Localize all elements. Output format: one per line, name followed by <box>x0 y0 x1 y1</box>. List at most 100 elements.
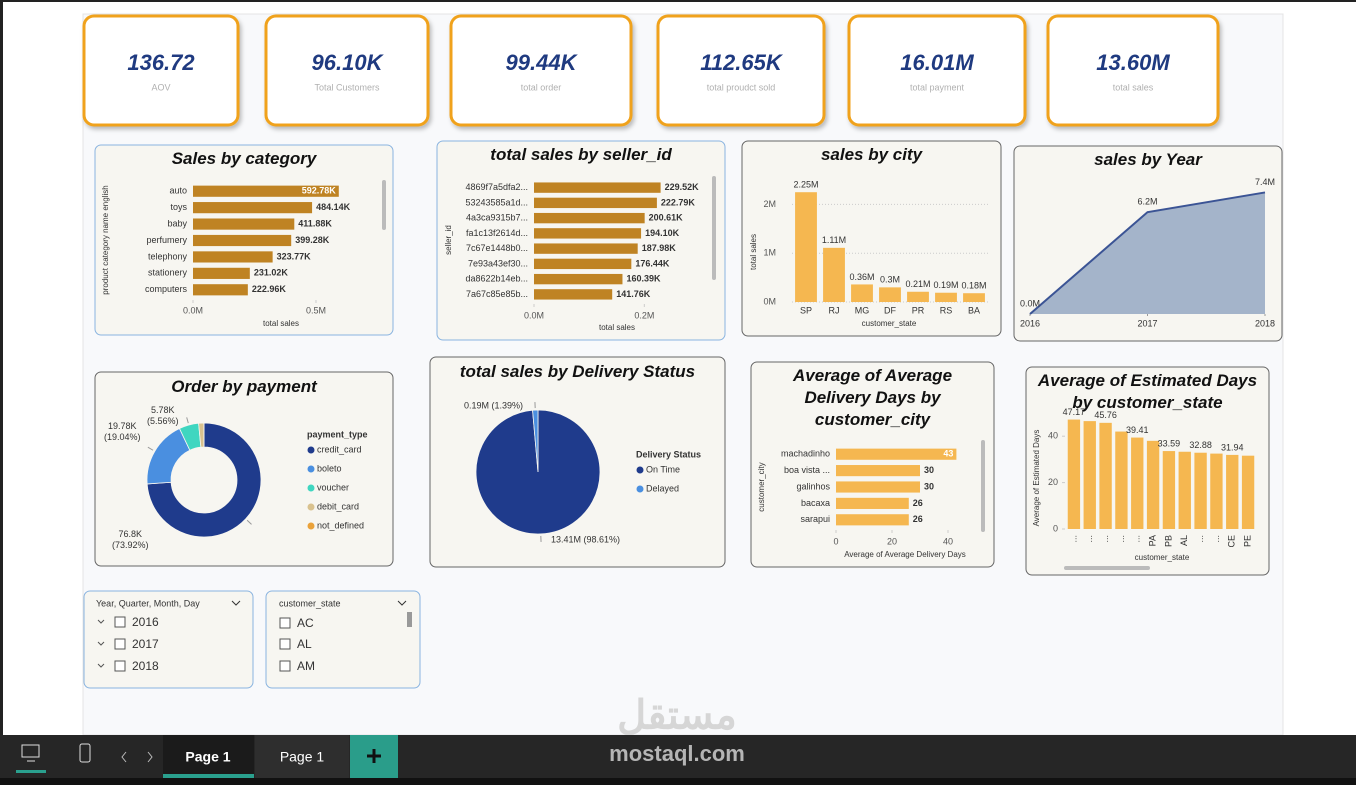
x-tick-label: CE <box>1227 535 1237 548</box>
kpi-value: 136.72 <box>127 50 195 75</box>
x-tick-label: ... <box>1211 535 1221 543</box>
y-axis-title: product category name english <box>101 185 110 294</box>
x-tick-label: PB <box>1163 535 1173 547</box>
slicer-item[interactable]: 2017 <box>132 637 159 651</box>
x-tick-label: PE <box>1242 535 1252 547</box>
data-label: 26 <box>913 498 923 508</box>
panel <box>741 140 1002 337</box>
y-tick-label: 0M <box>763 296 776 306</box>
bar <box>1131 437 1144 529</box>
x-tick-label: 2016 <box>1020 318 1040 328</box>
bar <box>907 291 929 302</box>
kpi-label: total order <box>521 82 562 92</box>
chevron[interactable] <box>231 600 241 606</box>
data-label: 6.2M <box>1137 197 1157 207</box>
bar <box>836 514 909 526</box>
kpi-card <box>1046 14 1220 127</box>
bar <box>836 497 909 509</box>
x-tick-label: RS <box>940 305 953 315</box>
x-tick-label: ... <box>1132 535 1142 543</box>
data-label: 222.96K <box>252 284 287 294</box>
y-axis-title: seller_id <box>444 225 453 255</box>
slicer-item[interactable]: 2016 <box>132 615 159 629</box>
data-label: 13.41M (98.61%) <box>551 534 620 544</box>
next-arrow[interactable] <box>147 751 153 763</box>
x-tick-label: 0.0M <box>183 305 203 315</box>
data-label: 0.19M <box>933 280 958 290</box>
x-tick-label: 0.5M <box>306 305 326 315</box>
x-tick-label: 2017 <box>1137 318 1157 328</box>
kpi-value: 96.10K <box>312 50 385 75</box>
bar <box>534 182 661 193</box>
leader-line <box>186 417 189 424</box>
chart-title: Sales by category <box>171 149 317 168</box>
chart-title: total sales by Delivery Status <box>459 362 696 381</box>
y-tick-label: 20 <box>1048 477 1058 487</box>
tab[interactable] <box>255 735 349 778</box>
data-label: 0.36M <box>849 272 874 282</box>
category-label: 7c67e1448b0... <box>466 243 528 253</box>
x-axis-title: total sales <box>263 319 299 328</box>
slicer-box[interactable] <box>265 590 421 689</box>
data-label: 45.76 <box>1094 410 1117 420</box>
bar <box>1241 455 1255 529</box>
data-label: 141.76K <box>616 289 651 299</box>
data-label: 0.3M <box>880 275 900 285</box>
data-label: 484.14K <box>316 202 351 212</box>
kpi-label: total proudct sold <box>707 82 776 92</box>
leader-line <box>147 446 154 451</box>
tab-label[interactable]: Page 1 <box>185 749 230 765</box>
checkboxes <box>279 617 291 672</box>
left-edge <box>0 0 3 735</box>
bar <box>1162 451 1176 529</box>
legend-marker <box>307 503 315 511</box>
bar <box>823 247 845 302</box>
tab-label[interactable]: Page 1 <box>280 749 325 765</box>
category-label: fa1c13f2614d... <box>466 228 528 238</box>
active-indicator <box>16 770 46 773</box>
bar <box>1146 440 1160 529</box>
desktop-icon[interactable] <box>21 744 40 762</box>
data-label: 222.79K <box>661 197 696 207</box>
slicer-item[interactable]: 2018 <box>132 659 159 673</box>
bar <box>1210 453 1223 529</box>
chevron[interactable] <box>397 600 407 606</box>
data-label: 194.10K <box>645 228 680 238</box>
category-label: stationery <box>148 268 188 278</box>
category-label: toys <box>170 202 187 212</box>
bar <box>1194 452 1207 529</box>
leader-line <box>246 519 252 525</box>
data-label: 229.52K <box>665 182 700 192</box>
x-axis-title: customer_state <box>862 319 917 328</box>
scrollbar[interactable] <box>407 612 412 627</box>
bar <box>193 251 273 263</box>
prev-arrow[interactable] <box>121 751 127 763</box>
x-tick-label: 0.2M <box>634 310 654 320</box>
mobile-icon[interactable] <box>79 743 91 763</box>
data-label: 323.77K <box>277 251 312 261</box>
data-label: 5.78K (5.56%) <box>147 405 179 426</box>
tab-active[interactable] <box>163 735 254 778</box>
slicer-item[interactable]: AC <box>297 616 314 630</box>
slicer-item[interactable]: AL <box>297 637 312 651</box>
legend-marker <box>307 446 315 454</box>
category-label: 7a67c85e85b... <box>466 289 528 299</box>
y-axis-title: Average of Estimated Days <box>1032 430 1041 527</box>
x-tick-label: AL <box>1179 535 1189 546</box>
x-tick-label: BA <box>968 305 980 315</box>
bar <box>193 218 295 230</box>
legend-label: On Time <box>646 464 680 474</box>
category-label: 7e93a43ef30... <box>468 258 528 268</box>
x-tick-label: PA <box>1147 535 1157 546</box>
slicer-title: Year, Quarter, Month, Day <box>96 598 200 608</box>
slicer-box[interactable] <box>83 590 254 689</box>
bar <box>1099 422 1112 529</box>
slicer-item[interactable]: AM <box>297 659 315 673</box>
y-tick-label: 40 <box>1048 431 1058 441</box>
scrollbar <box>712 176 716 280</box>
slice <box>532 409 539 473</box>
legend-label: credit_card <box>317 444 362 454</box>
kpi-label: Total Customers <box>314 82 380 92</box>
